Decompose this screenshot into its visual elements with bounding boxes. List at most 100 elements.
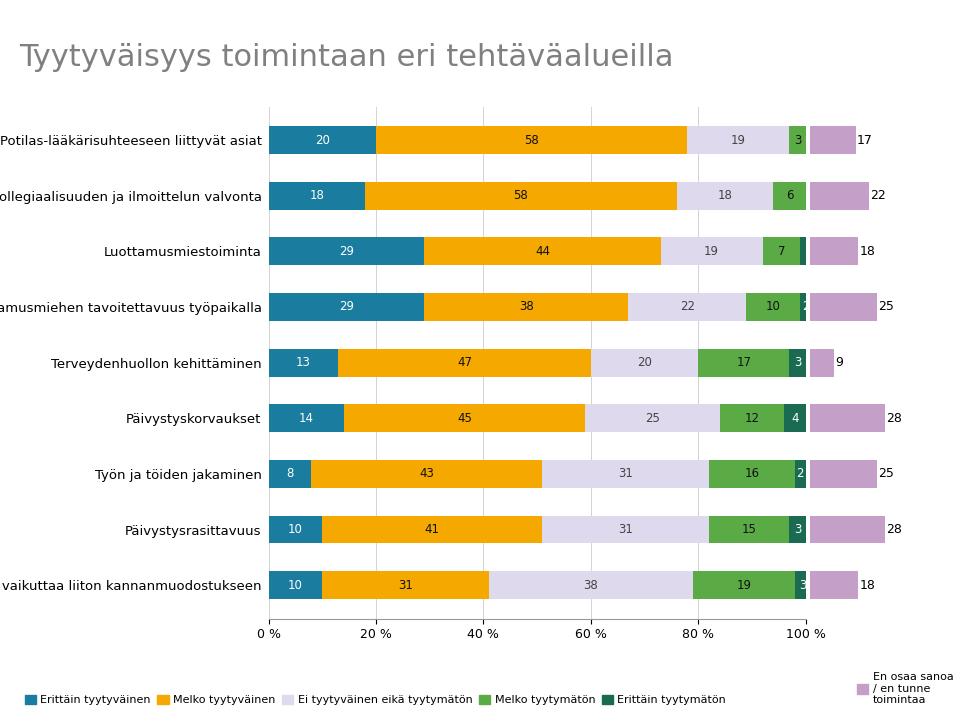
Bar [376,126,688,154]
Text: 58: 58 [514,189,528,202]
Text: 31: 31 [619,523,633,536]
Bar [424,237,661,265]
Bar [591,348,698,377]
Text: Tyytyväisyys toimintaan eri tehtäväalueilla: Tyytyväisyys toimintaan eri tehtäväaluei… [19,43,673,72]
Text: 31: 31 [619,467,633,481]
Text: 47: 47 [457,356,472,369]
Text: 22: 22 [871,189,886,202]
Text: 19: 19 [704,245,719,258]
Text: 13: 13 [296,356,311,369]
Bar [709,515,789,543]
Text: 7: 7 [778,245,785,258]
Text: 15: 15 [741,523,757,536]
Text: 10: 10 [766,301,781,314]
Text: 25: 25 [645,412,660,424]
Text: 2: 2 [802,301,809,314]
Text: 8: 8 [287,467,293,481]
Bar [269,126,376,154]
Bar [746,293,800,321]
Bar [269,293,424,321]
Text: 29: 29 [339,301,354,314]
Bar [312,460,543,488]
Text: 16: 16 [744,467,760,481]
Text: 25: 25 [878,467,894,481]
Text: 25: 25 [878,301,894,314]
Text: 28: 28 [886,412,902,424]
Bar [784,405,806,432]
Bar [795,571,811,599]
Text: 19: 19 [737,579,751,592]
Bar [806,126,811,154]
Bar [661,237,762,265]
Text: 2: 2 [796,467,804,481]
Bar [339,348,591,377]
Bar [585,405,719,432]
Text: 31: 31 [398,579,413,592]
Bar [810,348,834,377]
Text: 9: 9 [835,356,844,369]
Text: 41: 41 [425,523,440,536]
Bar [489,571,692,599]
Legend: En osaa sanoa
/ en tunne
toimintaa: En osaa sanoa / en tunne toimintaa [857,672,953,705]
Text: 3: 3 [799,579,807,592]
Bar [789,515,806,543]
Bar [810,515,885,543]
Bar [269,237,424,265]
Bar [810,182,869,210]
Bar [269,515,322,543]
Bar [269,182,365,210]
Bar [800,237,806,265]
Text: 18: 18 [310,189,324,202]
Bar [698,348,789,377]
Text: 45: 45 [457,412,472,424]
Text: 22: 22 [680,301,695,314]
Text: 38: 38 [583,579,598,592]
Bar [810,126,855,154]
Bar [269,571,322,599]
Text: 3: 3 [794,134,801,146]
Bar [628,293,746,321]
Bar [543,515,709,543]
Text: 20: 20 [637,356,652,369]
Bar [762,237,800,265]
Text: 17: 17 [857,134,873,146]
Text: 18: 18 [859,245,876,258]
Bar [773,182,806,210]
Bar [692,571,795,599]
Bar [810,237,858,265]
Legend: Erittäin tyytyväinen, Melko tyytyväinen, Ei tyytyväinen eikä tyytymätön, Melko t: Erittäin tyytyväinen, Melko tyytyväinen,… [25,695,726,705]
Text: 10: 10 [288,523,303,536]
Bar [709,460,795,488]
Bar [543,460,709,488]
Bar [269,348,339,377]
Bar [810,293,877,321]
Text: 14: 14 [298,412,314,424]
Text: 43: 43 [419,467,434,481]
Bar [688,126,789,154]
Bar [424,293,628,321]
Text: 29: 29 [339,245,354,258]
Bar [810,571,858,599]
Text: 44: 44 [535,245,550,258]
Bar [677,182,773,210]
Text: 19: 19 [731,134,746,146]
Text: 20: 20 [315,134,330,146]
Text: 28: 28 [886,523,902,536]
Text: 10: 10 [288,579,303,592]
Bar [719,405,784,432]
Bar [795,460,806,488]
Text: 6: 6 [785,189,793,202]
Text: 58: 58 [525,134,539,146]
Bar [365,182,677,210]
Text: 12: 12 [744,412,760,424]
Bar [343,405,585,432]
Bar [322,571,489,599]
Text: 3: 3 [794,356,801,369]
Bar [789,348,806,377]
Bar [810,405,885,432]
Text: 3: 3 [794,523,801,536]
Bar [810,460,877,488]
Text: 18: 18 [717,189,733,202]
Bar [322,515,543,543]
Text: 4: 4 [791,412,799,424]
